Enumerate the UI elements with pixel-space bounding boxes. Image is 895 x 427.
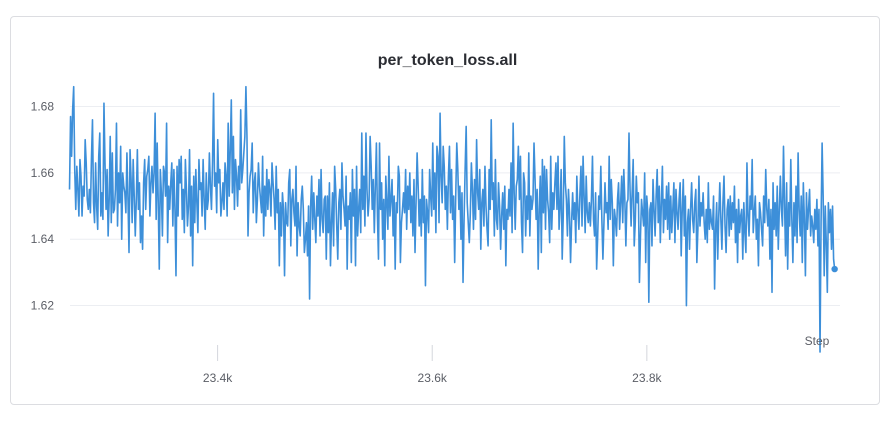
chart-title: per_token_loss.all bbox=[377, 52, 518, 69]
x-tick-label: 23.4k bbox=[203, 371, 233, 385]
y-tick-label: 1.68 bbox=[31, 100, 55, 114]
y-tick-label: 1.64 bbox=[31, 232, 55, 246]
series-line[interactable] bbox=[68, 85, 836, 353]
y-tick-label: 1.66 bbox=[31, 166, 55, 180]
x-axis: 23.4k 23.6k 23.8k bbox=[203, 345, 663, 385]
x-tick-label: 23.6k bbox=[418, 371, 448, 385]
last-point-marker[interactable] bbox=[831, 265, 838, 273]
y-axis: 1.62 1.64 1.66 1.68 bbox=[31, 100, 55, 313]
x-tick-label: 23.8k bbox=[632, 371, 662, 385]
series-group[interactable] bbox=[68, 85, 838, 353]
y-tick-label: 1.62 bbox=[31, 299, 55, 313]
x-axis-label: Step bbox=[805, 334, 830, 348]
grid-lines bbox=[70, 106, 840, 307]
